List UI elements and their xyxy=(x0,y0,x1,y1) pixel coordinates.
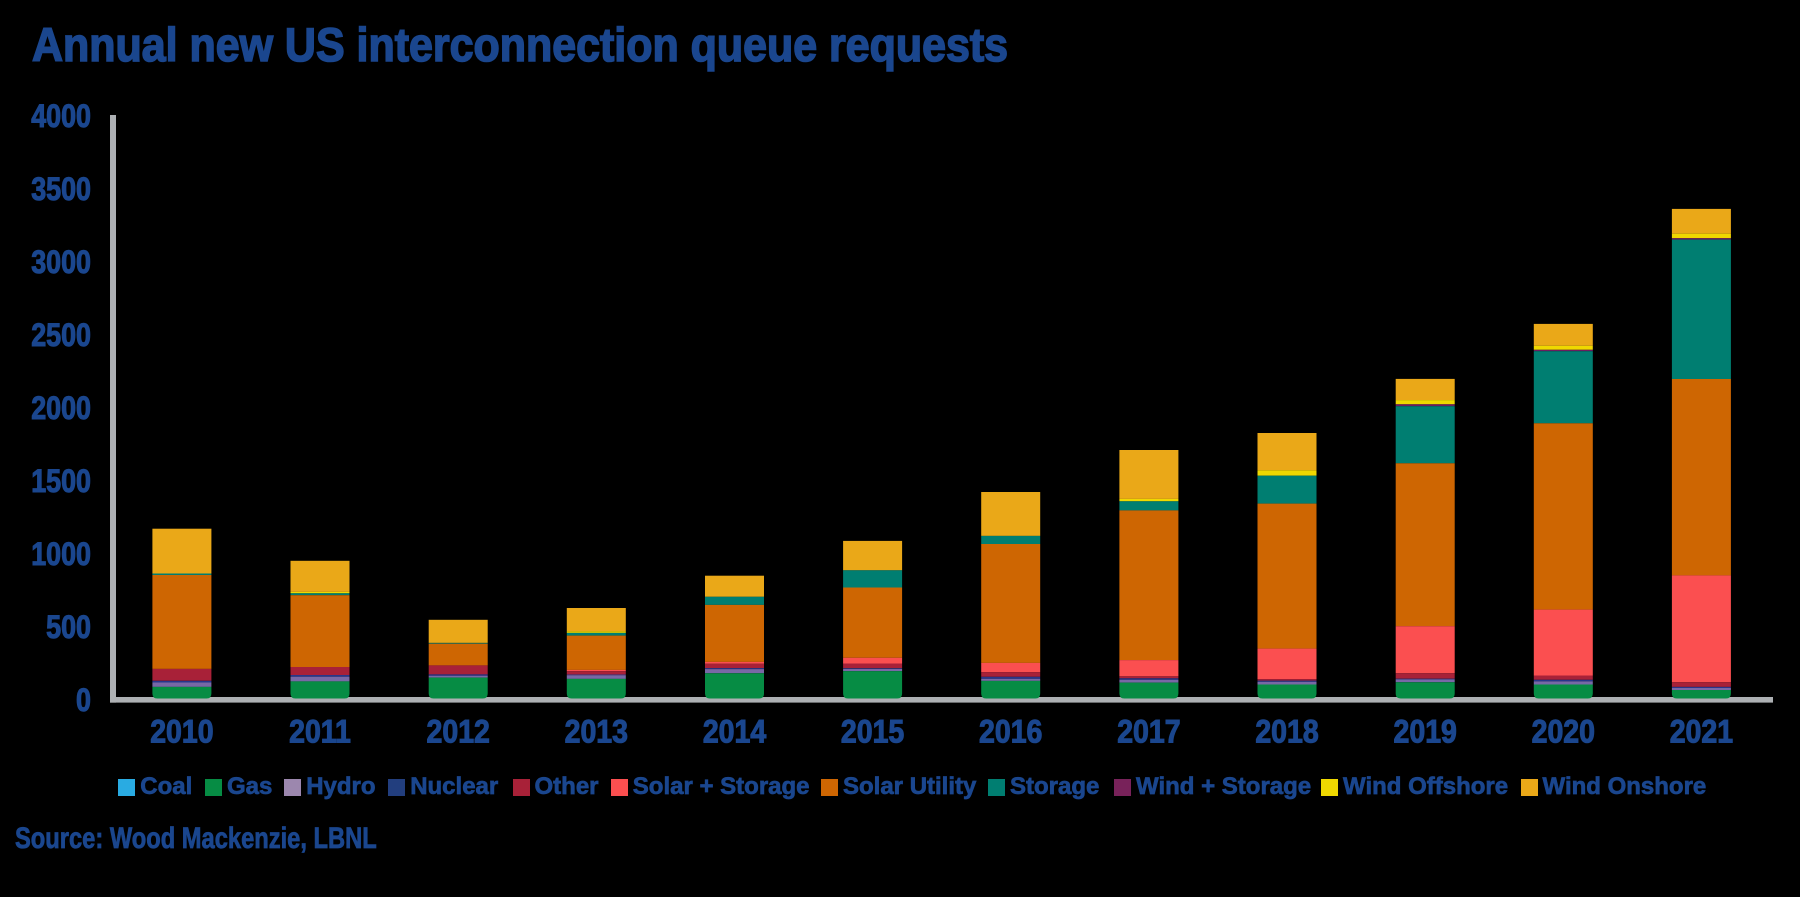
svg-text:2010: 2010 xyxy=(150,715,213,750)
svg-text:2015: 2015 xyxy=(841,715,904,750)
svg-text:2020: 2020 xyxy=(1532,715,1595,750)
svg-text:0: 0 xyxy=(76,683,91,719)
svg-text:4000: 4000 xyxy=(31,99,91,135)
svg-text:500: 500 xyxy=(46,610,91,646)
svg-text:2014: 2014 xyxy=(703,715,766,750)
svg-text:2000: 2000 xyxy=(31,391,91,427)
svg-text:Annual new US interconnection: Annual new US interconnection queue requ… xyxy=(32,18,1008,71)
svg-text:1500: 1500 xyxy=(31,464,91,500)
svg-text:2019: 2019 xyxy=(1394,715,1457,750)
svg-text:2017: 2017 xyxy=(1117,715,1180,750)
svg-text:2012: 2012 xyxy=(427,715,490,750)
svg-text:3000: 3000 xyxy=(31,245,91,281)
svg-text:2013: 2013 xyxy=(565,715,628,750)
svg-text:2021: 2021 xyxy=(1670,715,1733,750)
svg-text:2018: 2018 xyxy=(1255,715,1318,750)
svg-text:3500: 3500 xyxy=(31,172,91,208)
svg-text:2011: 2011 xyxy=(289,715,351,750)
svg-text:2016: 2016 xyxy=(979,715,1042,750)
svg-text:2500: 2500 xyxy=(31,318,91,354)
svg-text:1000: 1000 xyxy=(31,537,91,573)
